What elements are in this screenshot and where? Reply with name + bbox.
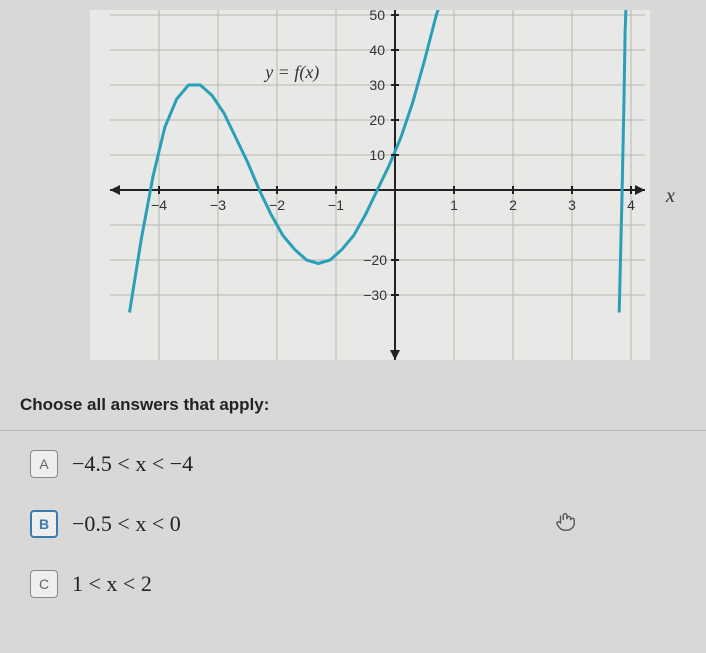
svg-text:−4: −4 — [151, 197, 167, 213]
question-prompt: Choose all answers that apply: — [20, 395, 269, 415]
svg-text:−3: −3 — [210, 197, 226, 213]
chart-container: −4−3−2−11234 1020304050−20−30 y = f(x) x — [90, 10, 650, 360]
x-axis-variable-label: x — [666, 185, 675, 208]
pointer-cursor-icon — [555, 510, 577, 538]
function-graph: −4−3−2−11234 1020304050−20−30 y = f(x) x — [90, 10, 650, 360]
svg-text:1: 1 — [450, 197, 458, 213]
svg-text:20: 20 — [369, 112, 385, 128]
answer-option-b[interactable]: B −0.5 < x < 0 — [30, 510, 181, 538]
svg-text:4: 4 — [627, 197, 635, 213]
svg-text:−1: −1 — [328, 197, 344, 213]
answer-option-a[interactable]: A −4.5 < x < −4 — [30, 450, 193, 478]
svg-text:30: 30 — [369, 77, 385, 93]
svg-text:−2: −2 — [269, 197, 285, 213]
svg-text:40: 40 — [369, 42, 385, 58]
answer-option-c[interactable]: C 1 < x < 2 — [30, 570, 152, 598]
svg-text:−30: −30 — [363, 287, 387, 303]
answer-letter-a: A — [30, 450, 58, 478]
answer-text-c: 1 < x < 2 — [72, 571, 152, 597]
divider — [0, 430, 706, 431]
answer-text-b: −0.5 < x < 0 — [72, 511, 181, 537]
answer-letter-b: B — [30, 510, 58, 538]
svg-text:3: 3 — [568, 197, 576, 213]
function-label: y = f(x) — [263, 62, 319, 83]
svg-text:2: 2 — [509, 197, 517, 213]
svg-text:50: 50 — [369, 10, 385, 23]
svg-text:10: 10 — [369, 147, 385, 163]
answer-text-a: −4.5 < x < −4 — [72, 451, 193, 477]
svg-text:−20: −20 — [363, 252, 387, 268]
answer-letter-c: C — [30, 570, 58, 598]
